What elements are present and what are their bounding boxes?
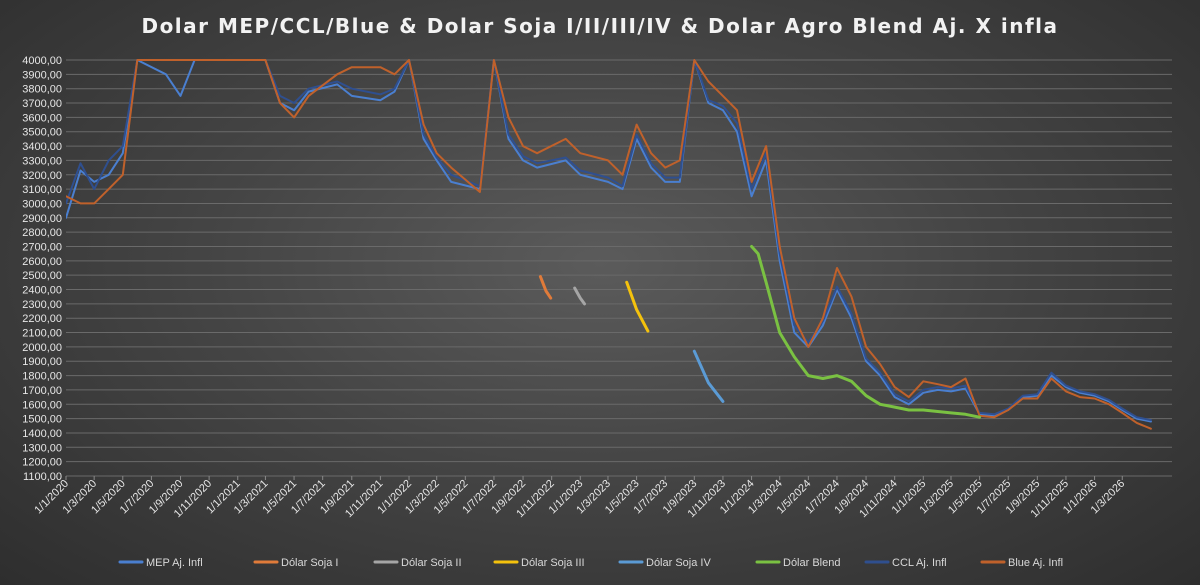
y-tick-label: 3200,00 <box>22 170 62 182</box>
y-tick-label: 3700,00 <box>22 98 62 110</box>
legend-label: Blue Aj. Infl <box>1008 557 1063 569</box>
series-line-ccl-aj-infl <box>66 59 1152 422</box>
y-tick-label: 1400,00 <box>22 428 62 440</box>
legend-label: MEP Aj. Infl <box>146 557 203 569</box>
y-tick-label: 2600,00 <box>22 256 62 268</box>
y-tick-label: 1300,00 <box>22 442 62 454</box>
y-tick-label: 3800,00 <box>22 84 62 96</box>
series-line-blue-aj-infl <box>66 59 1152 430</box>
legend-label: Dólar Soja III <box>521 557 585 569</box>
legend-label: Dólar Blend <box>783 557 840 569</box>
series-line-d-lar-soja-i <box>538 275 553 300</box>
y-tick-label: 1500,00 <box>22 414 62 426</box>
y-tick-label: 3600,00 <box>22 112 62 124</box>
series-line-d-lar-soja-iv <box>692 349 725 403</box>
legend-label: Dólar Soja IV <box>646 557 711 569</box>
y-tick-label: 4000,00 <box>22 55 62 67</box>
y-tick-label: 3400,00 <box>22 141 62 153</box>
y-tick-label: 2700,00 <box>22 241 62 253</box>
series-line-d-lar-soja-iii <box>625 280 650 333</box>
y-tick-label: 3300,00 <box>22 155 62 167</box>
y-tick-label: 2300,00 <box>22 299 62 311</box>
y-tick-label: 3000,00 <box>22 198 62 210</box>
y-tick-label: 1600,00 <box>22 399 62 411</box>
y-tick-label: 1900,00 <box>22 356 62 368</box>
series-line-d-lar-blend <box>750 245 982 419</box>
y-tick-label: 3900,00 <box>22 69 62 81</box>
y-tick-label: 1100,00 <box>23 471 62 483</box>
y-tick-label: 3100,00 <box>22 184 62 196</box>
y-tick-label: 2200,00 <box>22 313 62 325</box>
y-tick-label: 2800,00 <box>22 227 62 239</box>
legend-label: CCL Aj. Infl <box>892 557 947 569</box>
legend-label: Dólar Soja I <box>281 557 338 569</box>
y-tick-label: 2000,00 <box>22 342 62 354</box>
y-tick-label: 2400,00 <box>22 285 62 297</box>
series-line-mep-aj-infl <box>66 59 1152 423</box>
y-tick-label: 3500,00 <box>22 127 62 139</box>
y-tick-label: 1700,00 <box>22 385 62 397</box>
series-line-d-lar-soja-ii <box>573 286 586 306</box>
legend-label: Dólar Soja II <box>401 557 462 569</box>
y-tick-label: 2900,00 <box>22 213 62 225</box>
y-tick-label: 2100,00 <box>22 328 62 340</box>
y-tick-label: 1800,00 <box>22 371 62 383</box>
y-tick-label: 1200,00 <box>22 457 62 469</box>
y-tick-label: 2500,00 <box>22 270 62 282</box>
chart-title: Dolar MEP/CCL/Blue & Dolar Soja I/II/III… <box>141 14 1059 38</box>
